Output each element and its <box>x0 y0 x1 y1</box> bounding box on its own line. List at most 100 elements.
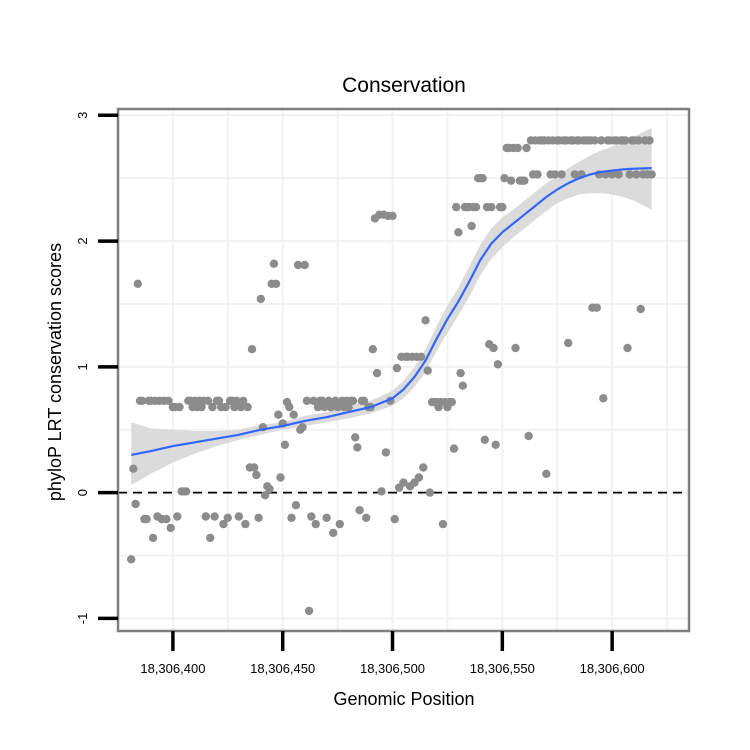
data-point <box>607 170 617 179</box>
data-point <box>289 410 298 419</box>
data-point <box>438 519 448 529</box>
data-point <box>173 512 182 521</box>
data-point <box>564 338 573 348</box>
data-point <box>542 469 551 478</box>
data-point <box>291 501 301 510</box>
data-point <box>298 423 307 432</box>
data-point <box>377 487 386 496</box>
data-point <box>142 514 151 524</box>
data-point <box>590 136 599 145</box>
data-point <box>419 463 428 472</box>
x-tick-label: 18,306,500 <box>360 661 425 676</box>
data-point <box>285 402 294 412</box>
data-point <box>324 396 333 405</box>
data-point <box>329 528 338 538</box>
data-point <box>307 512 316 521</box>
data-point <box>647 170 656 179</box>
data-point <box>498 202 507 212</box>
data-point <box>348 396 358 405</box>
data-point <box>645 136 654 145</box>
data-point <box>359 396 369 405</box>
data-point <box>164 396 173 405</box>
data-point <box>625 170 634 179</box>
data-point <box>203 396 213 405</box>
data-point <box>175 402 184 412</box>
data-point <box>274 410 283 419</box>
data-point <box>449 444 459 453</box>
data-point <box>309 396 318 405</box>
data-point <box>520 176 529 185</box>
data-point <box>276 473 285 482</box>
data-point <box>414 473 424 482</box>
y-tick-label: 0 <box>75 489 90 496</box>
data-point <box>335 519 344 529</box>
data-point <box>300 260 309 270</box>
data-point <box>614 170 623 179</box>
data-point <box>320 402 329 412</box>
data-point <box>133 279 142 288</box>
data-point <box>221 402 230 412</box>
data-point <box>511 343 520 353</box>
data-points <box>127 136 656 616</box>
data-point <box>506 176 516 185</box>
data-point <box>254 513 263 522</box>
data-point <box>252 470 261 480</box>
data-point <box>287 513 296 522</box>
data-point <box>399 478 408 487</box>
data-point <box>621 136 630 145</box>
data-point <box>197 402 206 412</box>
data-point <box>302 396 312 405</box>
data-point <box>269 259 279 268</box>
data-point <box>493 360 503 369</box>
data-point <box>634 136 643 145</box>
data-point <box>318 396 327 405</box>
data-point <box>489 343 498 353</box>
data-point <box>256 294 265 304</box>
data-point <box>243 402 252 412</box>
data-point <box>206 533 215 543</box>
data-point <box>570 170 579 179</box>
data-point <box>372 368 382 378</box>
data-point <box>148 533 158 543</box>
data-point <box>467 221 476 231</box>
data-point <box>599 394 608 403</box>
data-point <box>557 170 566 179</box>
data-point <box>271 279 281 288</box>
data-point <box>632 170 641 179</box>
data-point <box>129 464 138 473</box>
data-point <box>368 345 377 354</box>
x-tick-label: 18,306,550 <box>470 661 535 676</box>
data-point <box>471 202 481 212</box>
data-point <box>280 440 290 449</box>
data-point <box>524 431 533 441</box>
data-point <box>458 381 467 390</box>
data-point <box>623 343 632 353</box>
data-point <box>597 136 606 145</box>
data-point <box>480 435 489 444</box>
x-tick-label: 18,306,450 <box>250 661 315 676</box>
data-point <box>311 519 320 529</box>
data-point <box>513 143 522 153</box>
data-point <box>304 606 314 616</box>
data-point <box>550 170 560 179</box>
data-point <box>390 514 399 524</box>
data-point <box>201 512 210 521</box>
data-point <box>331 396 340 405</box>
data-point <box>138 396 147 405</box>
data-point <box>247 345 257 354</box>
y-axis-label: phyloP LRT conservation scores <box>45 243 65 501</box>
y-tick-label: 1 <box>75 363 90 370</box>
data-point <box>491 440 500 449</box>
y-tick-label: -1 <box>75 613 90 625</box>
data-point <box>487 202 496 212</box>
data-point <box>313 402 323 412</box>
data-point <box>232 396 241 405</box>
data-point <box>265 484 274 494</box>
data-point <box>223 513 232 522</box>
chart-title: Conservation <box>342 74 466 97</box>
y-tick-label: 2 <box>75 237 90 244</box>
data-point <box>478 174 487 183</box>
data-point <box>456 368 465 378</box>
data-point <box>293 260 303 270</box>
